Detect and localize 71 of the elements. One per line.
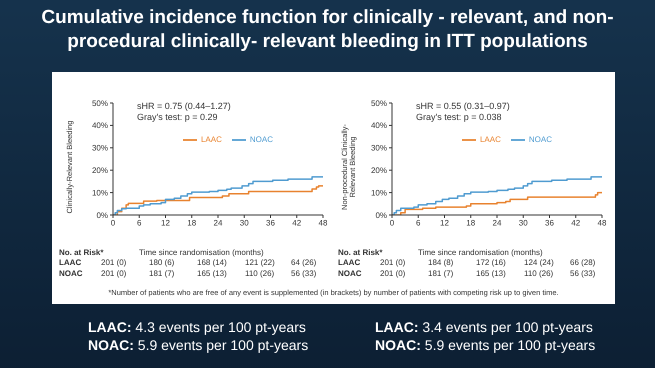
x-tick-label: 18 (466, 218, 476, 228)
text: 201 (0) (380, 258, 406, 267)
text: 121 (22) (245, 258, 275, 267)
chart-title: Cumulative incidence function for clinically - relevant, and non-procedural clinically- relevant bleeding in ITT populations (40, 6, 615, 54)
x-axis-title: Time since randomisation (months) (418, 248, 543, 257)
x-tick-label: 0 (390, 218, 395, 228)
annotation: Gray's test: p = 0.038 (416, 112, 503, 123)
text: LAAC (338, 258, 360, 267)
y-tick-label: 20% (370, 166, 387, 176)
annotation: Gray's test: p = 0.29 (137, 112, 219, 123)
text: No. at Risk* (59, 248, 104, 257)
text: 64 (26) (291, 258, 316, 267)
x-tick-label: 36 (266, 218, 276, 228)
text: NOAC: 5.9 events per 100 pt-years (375, 337, 596, 353)
text: 124 (24) (524, 258, 554, 267)
text: 181 (7) (428, 269, 454, 278)
x-tick-label: 42 (571, 218, 581, 228)
text: LAAC (59, 258, 82, 267)
x-tick-label: 24 (492, 218, 502, 228)
text: 201 (0) (101, 258, 126, 267)
legend-label: NOAC (250, 135, 274, 144)
text: LAAC: 4.3 events per 100 pt-years (88, 319, 306, 335)
legend-label: NOAC (528, 135, 552, 144)
y-tick-label: 50% (92, 98, 108, 108)
text: 172 (16) (476, 258, 506, 267)
text: NOAC (338, 269, 362, 278)
y-tick-label: 30% (92, 144, 108, 153)
x-tick-label: 24 (214, 218, 223, 228)
text: No. at Risk* (338, 248, 382, 257)
x-tick-label: 48 (318, 218, 328, 228)
y-tick-label: 40% (370, 121, 387, 130)
x-tick-label: 12 (161, 218, 170, 228)
text: 110 (26) (245, 269, 274, 278)
y-tick-label: 10% (370, 188, 387, 198)
x-tick-label: 36 (545, 218, 554, 228)
x-tick-label: 30 (240, 218, 250, 228)
text: NOAC (59, 269, 83, 278)
annotation: sHR = 0.75 (0.44–1.27) (137, 101, 231, 112)
x-axis-title: Time since randomisation (months) (139, 248, 264, 257)
text: 165 (13) (197, 269, 227, 278)
y-tick-label: 40% (92, 121, 108, 130)
y-tick-label: 20% (92, 166, 108, 176)
x-tick-label: 48 (598, 218, 607, 228)
x-tick-label: 18 (187, 218, 197, 228)
y-tick-label: 10% (92, 188, 108, 198)
text: 66 (28) (570, 258, 596, 267)
legend-label: LAAC (200, 135, 222, 144)
x-tick-label: 0 (110, 218, 116, 228)
text: 168 (14) (197, 258, 227, 267)
text: 201 (0) (101, 269, 126, 278)
annotation: sHR = 0.55 (0.31–0.97) (416, 101, 510, 112)
x-tick-label: 6 (416, 218, 422, 228)
y-tick-label: 0% (375, 210, 387, 220)
text: NOAC: 5.9 events per 100 pt-years (88, 337, 308, 353)
x-tick-label: 12 (440, 218, 450, 228)
text: 56 (33) (291, 269, 316, 278)
text: 201 (0) (380, 269, 406, 278)
text: 165 (13) (476, 269, 506, 278)
text: 110 (26) (524, 269, 554, 278)
y-tick-label: 30% (370, 144, 387, 153)
text: 56 (33) (570, 269, 596, 278)
text: 184 (8) (428, 258, 454, 267)
x-tick-label: 42 (292, 218, 302, 228)
legend-label: LAAC (480, 135, 501, 144)
x-tick-label: 30 (518, 218, 528, 228)
x-tick-label: 6 (137, 218, 142, 228)
y-tick-label: 50% (370, 98, 387, 108)
text: 181 (7) (149, 269, 174, 278)
text: LAAC: 3.4 events per 100 pt-years (375, 319, 593, 335)
y-tick-label: 0% (96, 210, 108, 220)
text: 180 (6) (149, 258, 174, 267)
